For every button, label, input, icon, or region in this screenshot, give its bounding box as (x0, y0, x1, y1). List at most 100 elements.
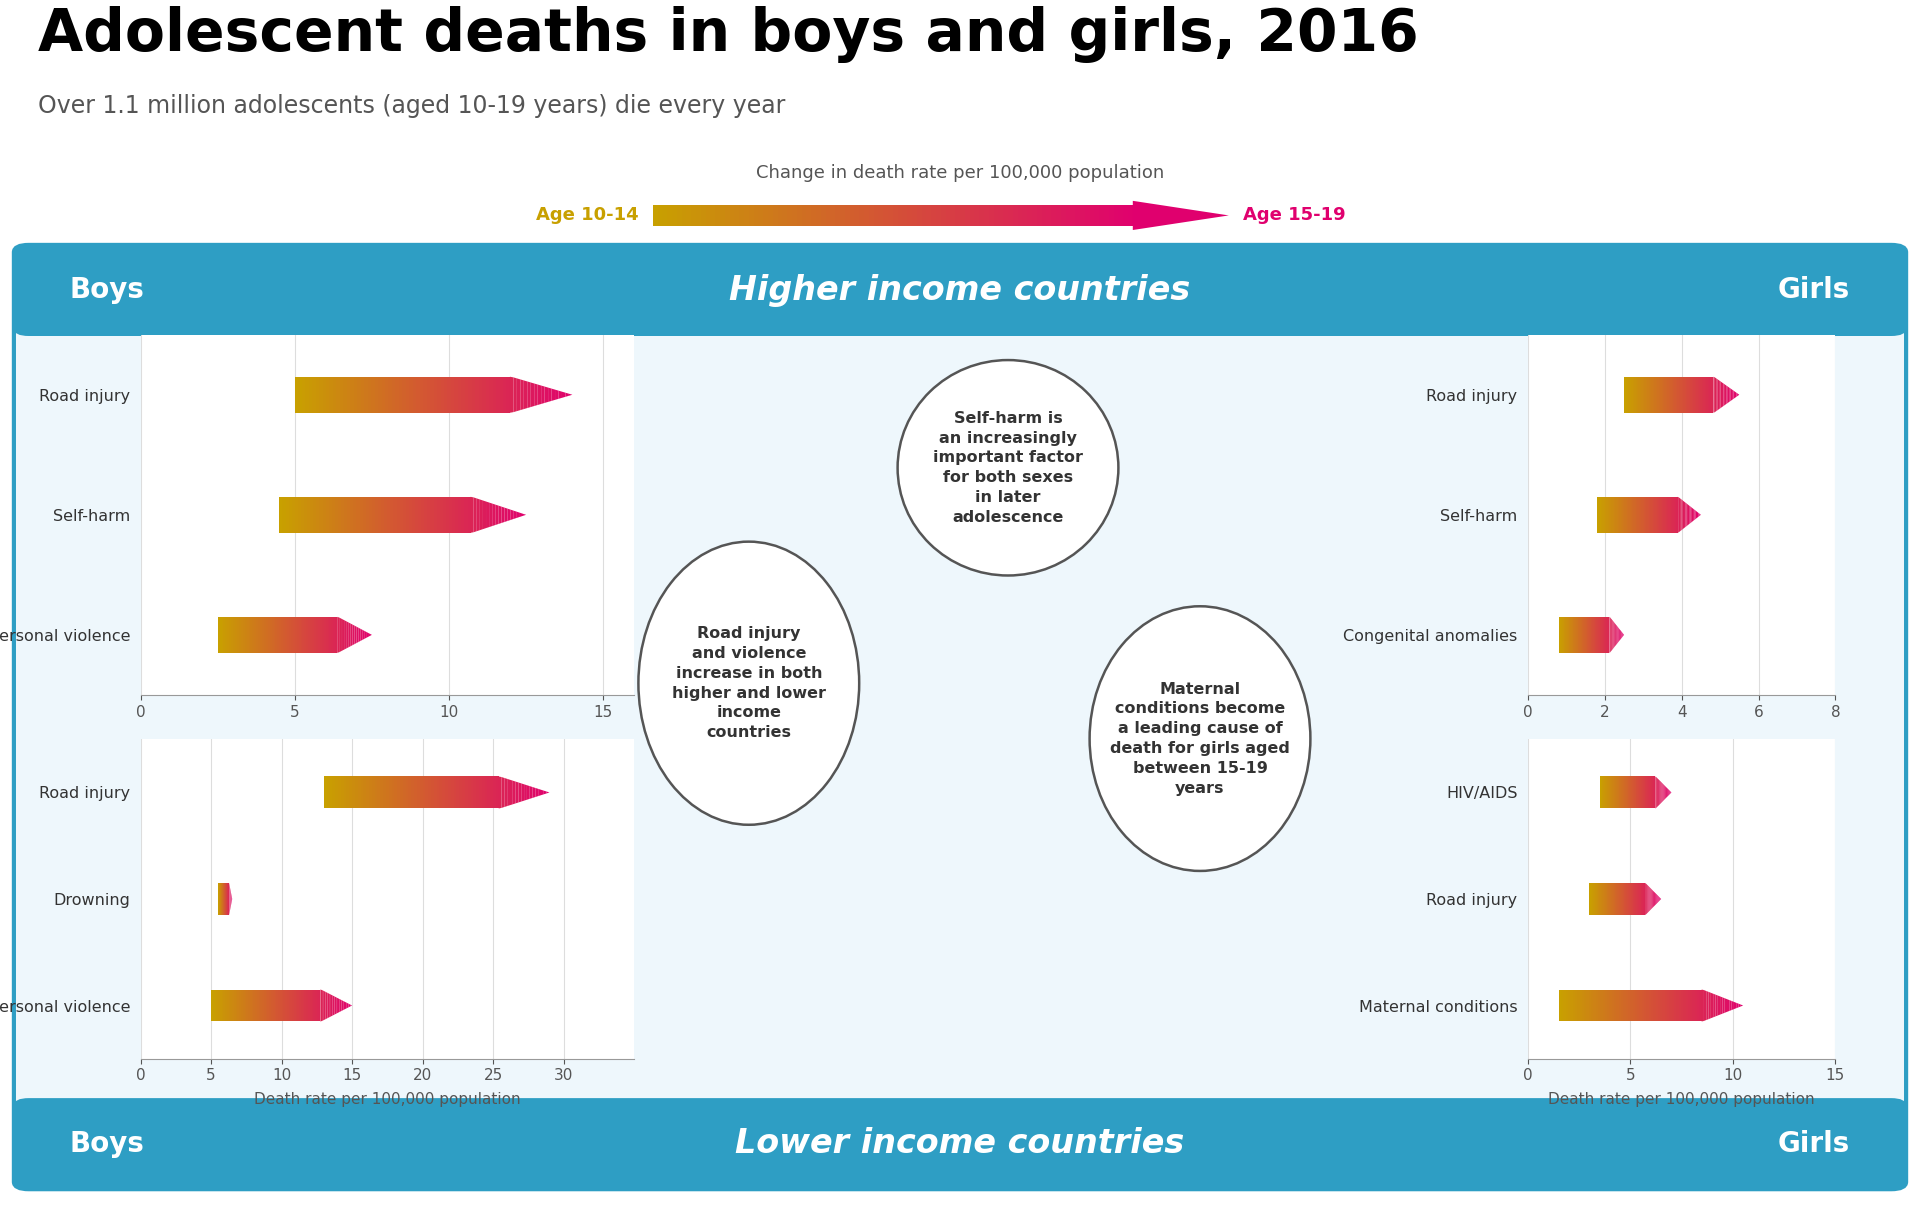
Polygon shape (315, 377, 319, 412)
Polygon shape (372, 777, 374, 809)
Polygon shape (749, 206, 753, 225)
Polygon shape (1605, 990, 1607, 1022)
Polygon shape (223, 617, 225, 652)
Polygon shape (420, 777, 422, 809)
Polygon shape (682, 206, 687, 225)
Polygon shape (482, 777, 484, 809)
Polygon shape (1098, 206, 1104, 225)
Polygon shape (313, 377, 315, 412)
Polygon shape (1697, 990, 1699, 1022)
Polygon shape (328, 497, 332, 533)
Polygon shape (346, 777, 349, 809)
Polygon shape (522, 513, 526, 516)
Polygon shape (1611, 990, 1615, 1022)
Polygon shape (382, 377, 386, 412)
Polygon shape (791, 206, 797, 225)
Polygon shape (1586, 990, 1588, 1022)
Polygon shape (476, 499, 480, 532)
Polygon shape (520, 783, 524, 801)
Polygon shape (361, 777, 363, 809)
Polygon shape (476, 377, 478, 412)
Polygon shape (227, 617, 228, 652)
Polygon shape (1576, 990, 1580, 1022)
Polygon shape (1018, 206, 1023, 225)
Polygon shape (301, 617, 303, 652)
Polygon shape (399, 377, 403, 412)
Polygon shape (447, 377, 451, 412)
Polygon shape (438, 377, 440, 412)
Polygon shape (676, 206, 682, 225)
Polygon shape (323, 617, 324, 652)
Polygon shape (1699, 990, 1701, 1022)
Polygon shape (1707, 991, 1709, 1020)
Polygon shape (474, 777, 476, 809)
Polygon shape (451, 777, 453, 809)
Polygon shape (495, 505, 499, 526)
Polygon shape (1620, 990, 1622, 1022)
Polygon shape (328, 617, 330, 652)
Polygon shape (301, 497, 303, 533)
Polygon shape (263, 617, 265, 652)
X-axis label: Death rate per 100,000 population: Death rate per 100,000 population (1548, 1092, 1814, 1107)
Polygon shape (403, 497, 405, 533)
Polygon shape (507, 508, 511, 521)
Polygon shape (332, 617, 334, 652)
Polygon shape (278, 497, 282, 533)
Polygon shape (956, 206, 960, 225)
Polygon shape (912, 206, 918, 225)
Polygon shape (653, 206, 657, 225)
Polygon shape (355, 777, 357, 809)
Polygon shape (812, 206, 816, 225)
Polygon shape (430, 777, 434, 809)
Polygon shape (374, 777, 378, 809)
Polygon shape (351, 777, 355, 809)
Polygon shape (511, 510, 515, 519)
Polygon shape (1066, 206, 1071, 225)
Polygon shape (768, 206, 772, 225)
Polygon shape (252, 617, 253, 652)
Polygon shape (1033, 206, 1037, 225)
Polygon shape (342, 618, 344, 651)
Polygon shape (305, 617, 307, 652)
Polygon shape (284, 617, 286, 652)
Polygon shape (695, 206, 701, 225)
Polygon shape (409, 377, 413, 412)
Polygon shape (493, 377, 495, 412)
Polygon shape (240, 617, 242, 652)
Polygon shape (753, 206, 758, 225)
Polygon shape (887, 206, 893, 225)
Polygon shape (1117, 206, 1123, 225)
Polygon shape (405, 777, 409, 809)
Polygon shape (392, 777, 394, 809)
Polygon shape (515, 511, 516, 519)
Polygon shape (1692, 990, 1695, 1022)
Text: Change in death rate per 100,000 population: Change in death rate per 100,000 populat… (756, 164, 1164, 182)
Text: Boys: Boys (69, 1130, 144, 1157)
Polygon shape (1722, 997, 1724, 1013)
Polygon shape (526, 785, 530, 800)
Polygon shape (298, 497, 301, 533)
Polygon shape (340, 777, 344, 809)
Polygon shape (351, 624, 353, 646)
Polygon shape (1663, 990, 1665, 1022)
Text: Self-harm is
an increasingly
important factor
for both sexes
in later
adolescenc: Self-harm is an increasingly important f… (933, 411, 1083, 524)
Polygon shape (459, 497, 461, 533)
Polygon shape (1676, 990, 1678, 1022)
Polygon shape (440, 777, 442, 809)
FancyBboxPatch shape (13, 245, 1907, 336)
Polygon shape (797, 206, 803, 225)
Polygon shape (897, 206, 902, 225)
Polygon shape (374, 377, 378, 412)
Polygon shape (486, 377, 490, 412)
Polygon shape (330, 377, 332, 412)
Polygon shape (338, 497, 342, 533)
Polygon shape (513, 780, 516, 804)
Polygon shape (507, 779, 511, 806)
Polygon shape (995, 206, 998, 225)
Polygon shape (1615, 990, 1617, 1022)
Polygon shape (1014, 206, 1018, 225)
Polygon shape (378, 777, 380, 809)
Polygon shape (1651, 990, 1653, 1022)
Polygon shape (534, 384, 538, 406)
Polygon shape (440, 497, 444, 533)
